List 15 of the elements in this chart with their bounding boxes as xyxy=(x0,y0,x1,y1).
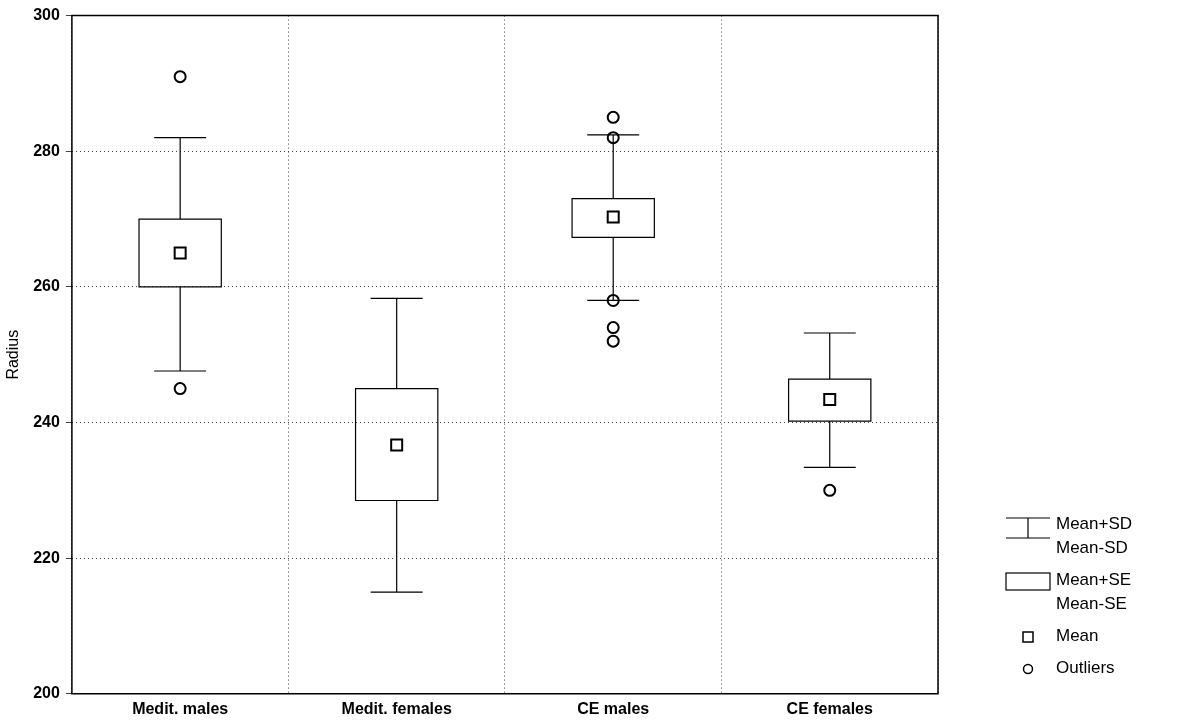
x-tick-label: CE females xyxy=(786,699,873,717)
y-tick-label: 260 xyxy=(33,277,60,295)
y-tick-label: 280 xyxy=(33,141,60,159)
text: Mean xyxy=(1056,625,1099,647)
y-tick-label: 240 xyxy=(33,412,60,430)
x-tick-label: CE males xyxy=(577,699,650,717)
y-tick-label: 220 xyxy=(33,548,60,566)
y-axis-title: Radius xyxy=(4,329,22,380)
y-tick-label: 200 xyxy=(33,684,60,702)
x-tick-label: Medit. males xyxy=(132,699,229,717)
x-tick-label: Medit. females xyxy=(341,699,452,717)
y-tick-label: 300 xyxy=(33,6,60,24)
text: Mean+SE Mean-SE xyxy=(1056,569,1132,615)
text: Mean+SD Mean-SD xyxy=(1056,513,1133,559)
text: Outliers xyxy=(1056,657,1115,679)
